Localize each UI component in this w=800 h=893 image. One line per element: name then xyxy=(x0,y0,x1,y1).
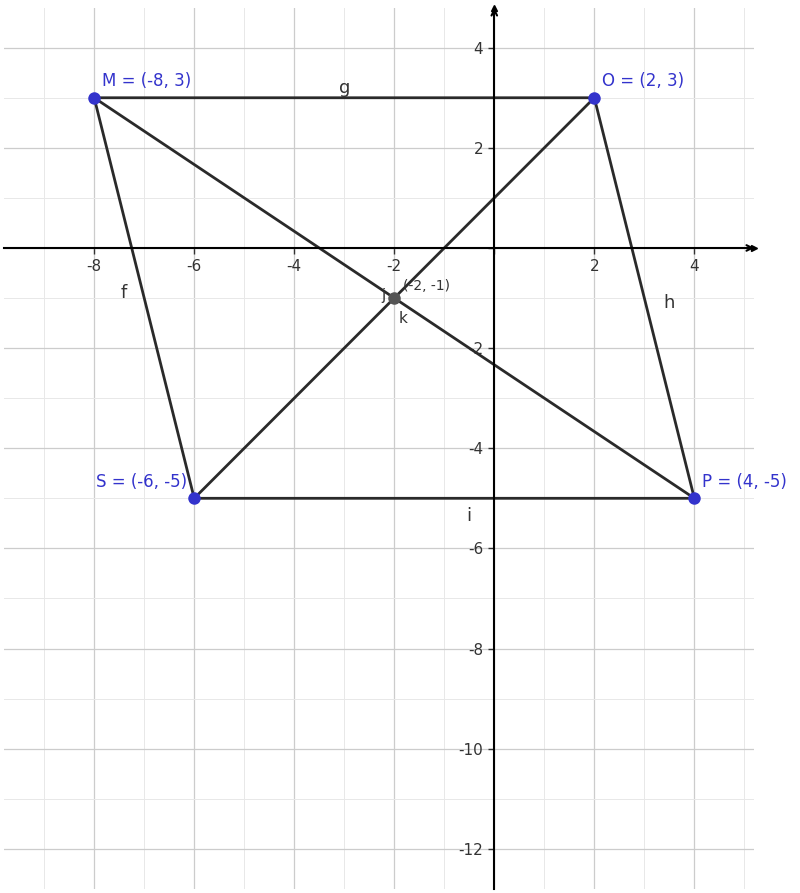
Text: P = (4, -5): P = (4, -5) xyxy=(702,472,786,491)
Text: h: h xyxy=(664,294,675,312)
Text: f: f xyxy=(121,284,127,302)
Text: (-2, -1): (-2, -1) xyxy=(403,279,450,293)
Text: i: i xyxy=(466,507,472,525)
Text: g: g xyxy=(338,79,350,96)
Text: M = (-8, 3): M = (-8, 3) xyxy=(102,72,191,90)
Text: O = (2, 3): O = (2, 3) xyxy=(602,72,684,90)
Text: j: j xyxy=(381,288,386,303)
Text: S = (-6, -5): S = (-6, -5) xyxy=(95,472,186,491)
Text: k: k xyxy=(398,311,407,326)
